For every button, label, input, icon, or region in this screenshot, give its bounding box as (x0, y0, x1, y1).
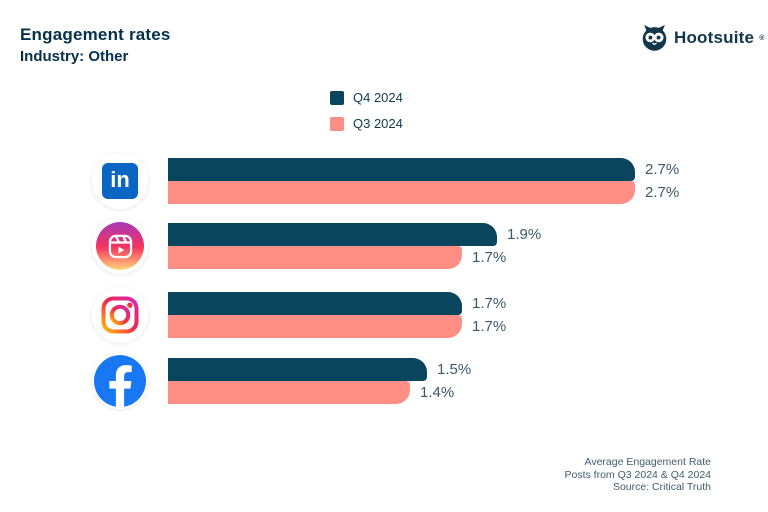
instagram-icon (92, 287, 148, 343)
bar-group-facebook: 1.5% 1.4% (168, 358, 471, 404)
bar-reels-q3 (168, 246, 462, 269)
bar-value-facebook-q4: 1.5% (437, 361, 472, 378)
instagram-reels-icon (92, 218, 148, 274)
chart-row-linkedin: in 2.7% 2.7% (0, 153, 768, 209)
chart-row-facebook: 1.5% 1.4% (0, 353, 768, 409)
brand-wordmark: Hootsuite (674, 28, 755, 47)
bar-facebook-q3 (168, 381, 410, 404)
bar-group-instagram: 1.7% 1.7% (168, 292, 506, 338)
chart-row-instagram-reels: 1.9% 1.7% (0, 218, 768, 274)
bar-value-instagram-q3: 1.7% (472, 318, 507, 335)
legend-label-q3: Q3 2024 (353, 116, 403, 131)
legend-item-q4: Q4 2024 (330, 90, 403, 105)
linkedin-glyph: in (102, 163, 138, 199)
legend-label-q4: Q4 2024 (353, 90, 403, 105)
legend-item-q3: Q3 2024 (330, 116, 403, 131)
registered-mark: ® (759, 34, 765, 42)
bar-group-linkedin: 2.7% 2.7% (168, 158, 679, 204)
bar-group-instagram-reels: 1.9% 1.7% (168, 223, 541, 269)
linkedin-icon: in (92, 153, 148, 209)
bar-value-reels-q3: 1.7% (472, 249, 507, 266)
bar-value-instagram-q4: 1.7% (472, 295, 507, 312)
bar-reels-q4 (168, 223, 497, 246)
page-subtitle: Industry: Other (20, 48, 129, 65)
footer-line-1: Average Engagement Rate (584, 456, 711, 468)
bar-linkedin-q4 (168, 158, 635, 181)
legend-swatch-q3 (330, 116, 344, 131)
bar-instagram-q3 (168, 315, 462, 338)
facebook-icon (92, 353, 148, 409)
page-title: Engagement rates (20, 25, 171, 44)
chart-legend: Q4 2024 Q3 2024 (330, 90, 403, 131)
legend-swatch-q4 (330, 90, 344, 105)
bar-value-linkedin-q4: 2.7% (645, 161, 680, 178)
chart-row-instagram: 1.7% 1.7% (0, 287, 768, 343)
footer-line-2: Posts from Q3 2024 & Q4 2024 (564, 468, 712, 481)
bar-facebook-q4 (168, 358, 427, 381)
bar-linkedin-q3 (168, 181, 635, 204)
bar-value-reels-q4: 1.9% (507, 226, 542, 243)
footer-line-3: Source: Critical Truth (612, 481, 711, 493)
footer-note: Average Engagement Rate Posts from Q3 20… (565, 456, 712, 494)
owl-icon (640, 24, 669, 52)
hootsuite-logo: Hootsuite ® (640, 22, 764, 54)
bar-value-facebook-q3: 1.4% (420, 384, 455, 401)
bar-value-linkedin-q3: 2.7% (645, 184, 680, 201)
bar-instagram-q4 (168, 292, 462, 315)
